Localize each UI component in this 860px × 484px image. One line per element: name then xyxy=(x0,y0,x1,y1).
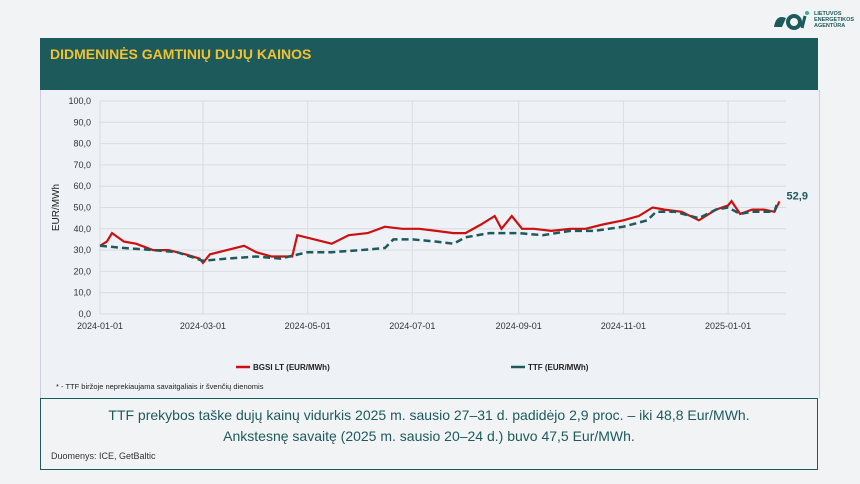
y-tick-label: 10,0 xyxy=(73,288,91,298)
y-tick-label: 0,0 xyxy=(78,309,91,319)
summary-line-2: Ankstesnę savaitę (2025 m. sausio 20–24 … xyxy=(223,428,635,444)
logo: LIETUVOS ENERGETIKOS AGENTŪRA xyxy=(772,10,854,30)
data-source: Duomenys: ICE, GetBaltic xyxy=(51,451,156,461)
last-value-label: 52,9 xyxy=(787,190,808,202)
x-tick-label: 2025-01-01 xyxy=(705,321,751,331)
y-axis-label: EUR/MWh xyxy=(51,184,62,231)
footnote: * - TTF biržoje neprekiaujama savaitgali… xyxy=(56,382,264,391)
header: DIDMENINĖS GAMTINIŲ DUJŲ KAINOS xyxy=(40,38,818,90)
line-chart: 0,0 10,0 20,0 30,0 40,0 50,0 60,0 70,0 80,0 90,0 1… xyxy=(51,96,808,391)
x-tick-label: 2024-03-01 xyxy=(180,321,226,331)
y-tick-label: 100,0 xyxy=(68,96,91,106)
page-title: DIDMENINĖS GAMTINIŲ DUJŲ KAINOS xyxy=(50,46,312,62)
y-tick-label: 90,0 xyxy=(73,117,91,127)
summary-box: TTF prekybos taške dujų kainų vidurkis 2… xyxy=(40,398,818,470)
x-tick-label: 2024-07-01 xyxy=(389,321,435,331)
series-line-ttf xyxy=(99,200,779,263)
series-line-bgsi xyxy=(99,199,781,265)
lea-logo-icon xyxy=(774,11,809,30)
summary-line-1: TTF prekybos taške dujų kainų vidurkis 2… xyxy=(108,407,750,423)
x-tick-label: 2024-11-01 xyxy=(601,321,646,331)
y-tick-label: 70,0 xyxy=(73,160,91,170)
x-tick-label: 2024-01-01 xyxy=(77,321,123,331)
y-tick-label: 40,0 xyxy=(73,224,91,234)
legend-label: TTF (EUR/MWh) xyxy=(528,363,589,372)
y-tick-label: 20,0 xyxy=(73,266,91,276)
y-tick-label: 30,0 xyxy=(73,245,91,255)
y-tick-label: 50,0 xyxy=(73,203,91,213)
y-tick-label: 80,0 xyxy=(73,139,91,149)
legend-label: BGSI LT (EUR/MWh) xyxy=(253,363,330,372)
y-tick-label: 60,0 xyxy=(73,181,91,191)
chart-area: 0,0 10,0 20,0 30,0 40,0 50,0 60,0 70,0 80,0 90,0 1… xyxy=(40,90,820,398)
x-tick-label: 2024-09-01 xyxy=(496,321,542,331)
x-tick-label: 2024-05-01 xyxy=(285,321,331,331)
logo-text: LIETUVOS ENERGETIKOS AGENTŪRA xyxy=(814,11,855,29)
